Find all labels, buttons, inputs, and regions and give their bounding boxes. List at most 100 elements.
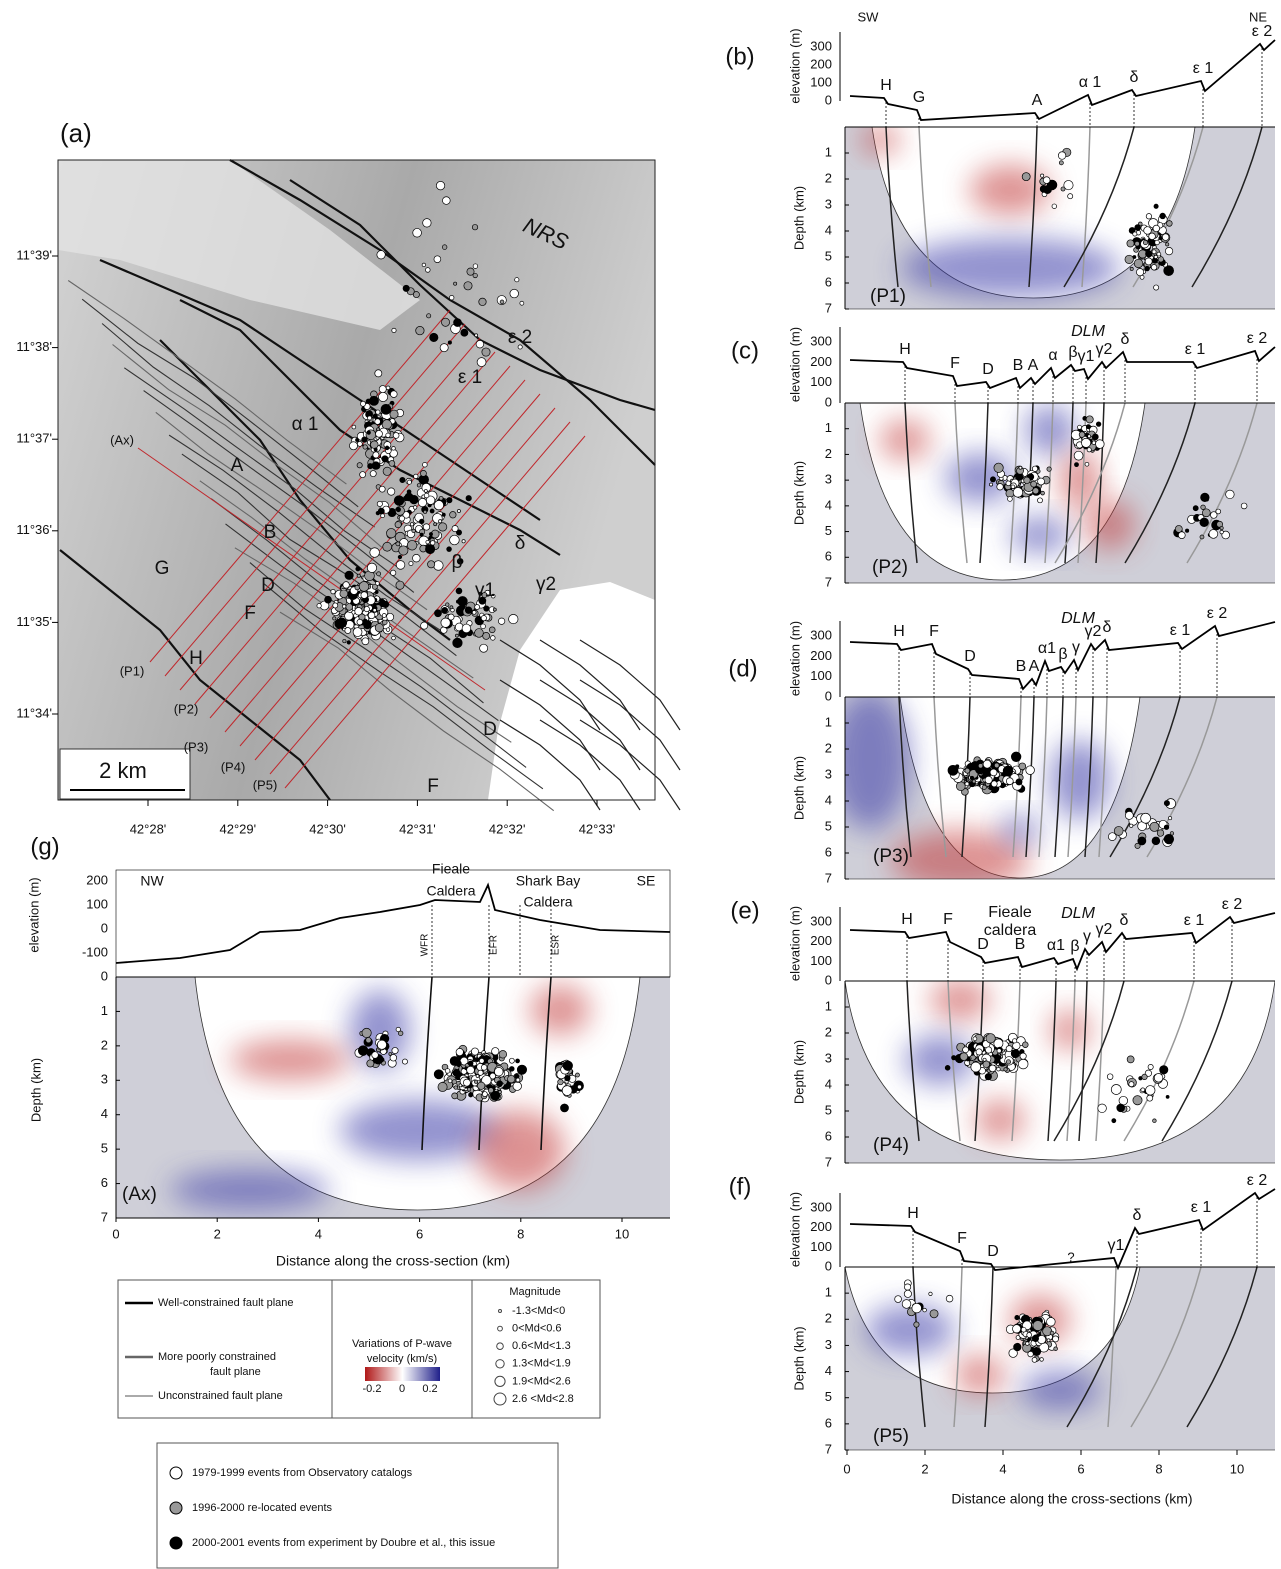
event-dot — [1200, 504, 1206, 510]
fault-plane — [885, 127, 899, 288]
event-dot — [373, 447, 378, 452]
fault-label: DLM — [1061, 905, 1095, 922]
event-dot — [1046, 466, 1052, 472]
event-dot — [1163, 265, 1174, 276]
elevation-tick-label: 100 — [810, 953, 832, 968]
legend-text: 2.6 <Md<2.8 — [512, 1393, 574, 1405]
event-dot — [1129, 266, 1134, 271]
legend-symbol — [169, 1466, 183, 1480]
event-dot — [1133, 258, 1144, 269]
event-dot — [982, 1057, 987, 1062]
depth-tick-label: 7 — [825, 870, 832, 885]
section-label: Fieale — [432, 861, 470, 877]
event-dot — [474, 1079, 479, 1084]
map-fault — [101, 323, 375, 528]
fault-plane — [1044, 403, 1054, 564]
elevation-tick-label: 300 — [810, 38, 832, 53]
lon-tick-label: 42°31' — [399, 821, 436, 836]
event-dot — [1013, 1342, 1022, 1352]
event-dot — [490, 593, 496, 599]
fault-plane — [1191, 127, 1263, 288]
event-dot — [480, 1064, 488, 1071]
event-dot — [1132, 1095, 1143, 1106]
event-dot — [1154, 239, 1160, 246]
depth-tick-label: 1 — [825, 998, 832, 1013]
event-dot — [1145, 1085, 1156, 1096]
event-dot — [1060, 186, 1066, 192]
event-dot — [406, 540, 418, 551]
elevation-tick-label: 0 — [825, 972, 832, 987]
event-dot — [378, 385, 387, 394]
event-dot — [449, 605, 454, 610]
fault-label: ε 1 — [1185, 341, 1206, 358]
event-dot — [1040, 490, 1045, 496]
event-dot — [1221, 530, 1230, 540]
event-dot — [996, 483, 1004, 491]
event-dot — [466, 1087, 472, 1092]
fault-plane — [1081, 127, 1091, 288]
event-dot — [1046, 1317, 1056, 1327]
legend-text: 1.9<Md<2.6 — [512, 1375, 571, 1387]
fault-label: A — [1029, 658, 1040, 675]
event-dot — [422, 523, 431, 531]
profile-name: (Ax) — [122, 1184, 157, 1205]
fault-plane — [1186, 403, 1258, 564]
legend-text: 0 — [399, 1383, 405, 1395]
event-dot — [894, 1295, 902, 1303]
fault-label: γ — [1083, 928, 1091, 945]
panel-label: (b) — [725, 43, 754, 70]
event-dot — [1081, 437, 1092, 448]
elevation-tick-label: 200 — [810, 1219, 832, 1234]
event-dot — [426, 313, 432, 319]
event-dot — [481, 347, 491, 357]
depth-axis-title: Depth (km) — [791, 461, 806, 525]
event-dot — [1005, 1045, 1013, 1053]
map-label: D — [483, 719, 497, 740]
elevation-tick-label: 0 — [825, 688, 832, 703]
fault-label: A — [1028, 357, 1039, 374]
event-dot — [372, 451, 380, 459]
fault-label: δ — [1130, 69, 1139, 86]
fault-label: D — [964, 648, 976, 665]
elevation-axis-title: elevation (m) — [787, 327, 802, 402]
event-dot — [1005, 777, 1014, 785]
fault-label: γ1 — [1108, 1237, 1125, 1254]
event-dot — [1086, 447, 1092, 453]
event-dot — [354, 607, 363, 616]
event-dot — [385, 385, 391, 391]
event-dot — [984, 1073, 992, 1081]
magnitude-symbol — [498, 1309, 502, 1313]
depth-tick-label: 6 — [825, 549, 832, 564]
event-dot — [1030, 480, 1037, 488]
map-fault — [579, 719, 681, 811]
event-dot — [1015, 778, 1023, 786]
event-dot — [386, 528, 397, 539]
event-dot — [369, 470, 377, 478]
event-dot — [339, 589, 349, 599]
event-dot — [412, 554, 421, 563]
events-legend-box — [156, 1442, 559, 1569]
fault-label: H — [880, 77, 892, 94]
event-dot — [1139, 274, 1145, 280]
event-dot — [1032, 1335, 1039, 1343]
event-dot — [913, 1321, 920, 1328]
event-dot — [381, 613, 387, 618]
legend-symbol — [169, 1501, 183, 1515]
event-dot — [1046, 1338, 1051, 1343]
section-label: SE — [637, 873, 656, 889]
event-dot — [515, 1077, 521, 1083]
fault-label: δ — [1121, 331, 1130, 348]
event-dot — [1026, 1332, 1032, 1338]
event-dot — [478, 1057, 485, 1064]
depth-tick-label: 3 — [825, 1050, 832, 1065]
event-dot — [441, 317, 451, 327]
magnitude-symbol — [494, 1375, 506, 1388]
event-dot — [433, 560, 444, 571]
scale-label: 2 km — [99, 758, 147, 783]
event-dot — [433, 500, 444, 511]
map-fault — [229, 159, 656, 466]
event-dot — [1240, 502, 1248, 510]
event-dot — [463, 281, 473, 291]
event-dot — [1156, 251, 1162, 257]
event-dot — [455, 587, 463, 595]
